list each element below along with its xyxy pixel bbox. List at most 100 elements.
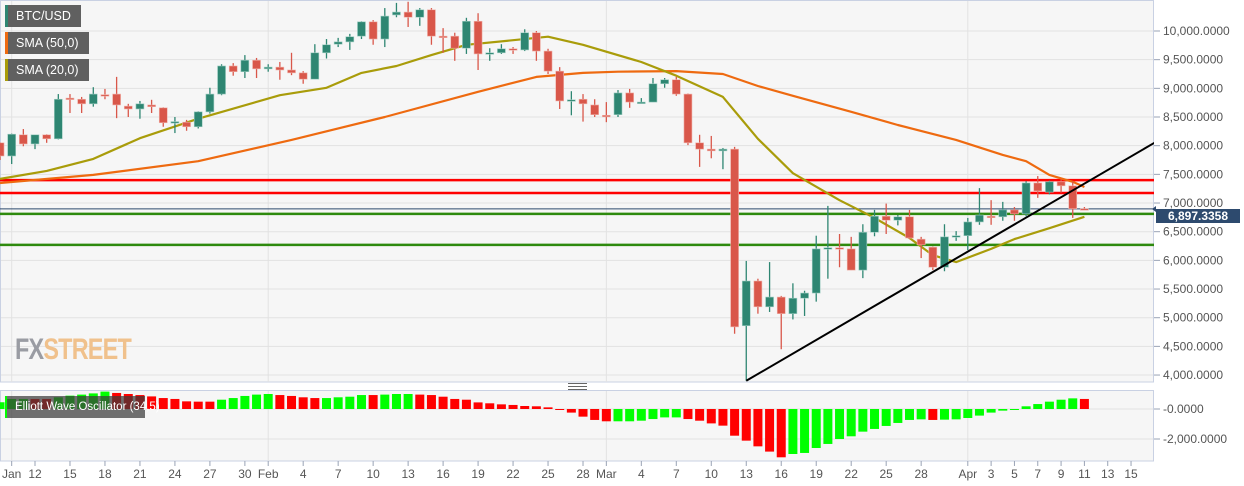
time-tick-label: 25	[541, 467, 555, 481]
candle	[951, 231, 961, 241]
time-tick-label: 18	[98, 467, 112, 481]
candle	[765, 262, 774, 312]
candle-body	[1010, 209, 1019, 215]
legend-sma20[interactable]: SMA (20,0)	[5, 59, 89, 81]
candle	[975, 188, 984, 225]
candle-body	[322, 44, 331, 54]
candle	[858, 224, 868, 279]
oscillator-bar	[1068, 398, 1078, 409]
legend-sma50[interactable]: SMA (50,0)	[5, 32, 89, 54]
oscillator-bar	[217, 399, 227, 409]
candle-body	[217, 65, 226, 95]
oscillator-bar	[881, 409, 891, 426]
oscillator-bar	[893, 409, 903, 423]
time-axis[interactable]: Jan 12 15 18 21 24 27 30 Feb 4 7 10 13 16 19 22 25 28 Mar 4…	[2, 461, 1138, 481]
oscillator-bar	[788, 409, 798, 454]
time-tick-label: 22	[845, 467, 859, 481]
time-tick-label: 25	[880, 467, 894, 481]
oscillator-bar	[193, 401, 203, 409]
candle-body	[298, 72, 308, 80]
candle	[963, 217, 973, 251]
price-axis[interactable]: 10,000.0000 9,500.0000 9,000.0000 8,500.000…	[1154, 24, 1230, 382]
price-tick-label: 7,000.0000	[1163, 196, 1223, 210]
oscillator-bar	[613, 409, 623, 422]
candle-body	[357, 21, 366, 37]
candle	[89, 87, 98, 107]
oscillator-bar	[356, 395, 366, 409]
candle-body	[65, 97, 75, 100]
candle-body	[1045, 181, 1054, 193]
candle	[100, 88, 110, 100]
candle	[846, 236, 856, 271]
price-panel[interactable]	[0, 0, 1154, 383]
candle-body	[205, 93, 215, 113]
time-tick-label: 19	[810, 467, 824, 481]
candle	[1021, 181, 1031, 217]
legend-symbol[interactable]: BTC/USD	[5, 5, 81, 27]
candle-body	[182, 121, 191, 128]
candle	[741, 260, 751, 381]
candle-body	[345, 36, 355, 43]
candle	[578, 94, 588, 122]
oscillator-bar	[368, 395, 378, 409]
candle-body	[986, 215, 996, 219]
candle	[660, 78, 669, 88]
candle	[438, 28, 448, 53]
candle	[788, 283, 798, 320]
candle-body	[625, 92, 634, 103]
candle-body	[438, 35, 448, 38]
candle	[30, 134, 40, 150]
candle-body	[392, 11, 401, 16]
candle-body	[450, 35, 460, 49]
candle	[986, 200, 996, 225]
legend-sma20-label: SMA (20,0)	[16, 63, 79, 77]
trendline-layer[interactable]	[745, 141, 1154, 382]
candle	[322, 39, 331, 59]
oscillator-bar	[695, 409, 705, 421]
oscillator-bar	[461, 399, 471, 409]
candle-body	[193, 111, 203, 128]
oscillator-bar	[1009, 409, 1019, 410]
candle	[7, 133, 16, 165]
oscillator-bar	[835, 409, 845, 439]
candle-body	[508, 48, 518, 51]
legend-oscillator[interactable]: Elliott Wave Oscillator (34,5)	[5, 396, 160, 418]
oscillator-bar	[182, 401, 192, 409]
candle-body	[788, 297, 798, 314]
candle-body	[998, 209, 1008, 218]
oscillator-bar	[741, 409, 751, 441]
candle-body	[427, 9, 436, 37]
candle-body	[753, 280, 763, 308]
oscillator-bar	[963, 409, 973, 418]
candle-body	[916, 238, 926, 246]
candle	[205, 87, 215, 114]
sma50-line	[0, 69, 1085, 189]
oscillator-bar	[403, 394, 413, 409]
oscillator-bar	[625, 409, 635, 422]
candle	[54, 94, 63, 140]
time-tick-label: Apr	[958, 467, 977, 481]
time-tick-label: 11	[1078, 467, 1091, 481]
oscillator-bar	[1044, 401, 1054, 409]
oscillator-bar	[263, 394, 273, 409]
candle	[287, 52, 296, 76]
oscillator-bar	[380, 394, 390, 409]
oscillator-panel[interactable]	[0, 390, 1154, 462]
oscillator-bar	[496, 404, 506, 409]
candle	[427, 8, 436, 45]
candle-body	[240, 59, 250, 73]
price-tick-label: 6,500.0000	[1163, 225, 1223, 239]
oscillator-bar	[986, 409, 996, 413]
panel-resize-handle[interactable]	[568, 383, 587, 390]
time-tick-label: 12	[28, 467, 42, 481]
time-tick-label: 28	[576, 467, 590, 481]
candle-body	[893, 216, 903, 221]
candle-body	[112, 93, 121, 106]
fxstreet-watermark-logo: FXSTREET	[15, 333, 132, 367]
candle	[497, 44, 506, 54]
candle	[648, 78, 658, 103]
candle	[450, 32, 460, 61]
legend-sma20-color	[5, 59, 8, 81]
oscillator-bar	[298, 397, 308, 409]
